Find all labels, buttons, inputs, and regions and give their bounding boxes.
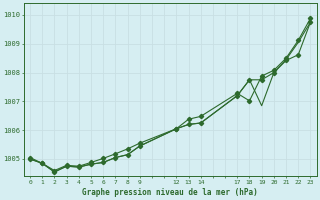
X-axis label: Graphe pression niveau de la mer (hPa): Graphe pression niveau de la mer (hPa) [82,188,258,197]
